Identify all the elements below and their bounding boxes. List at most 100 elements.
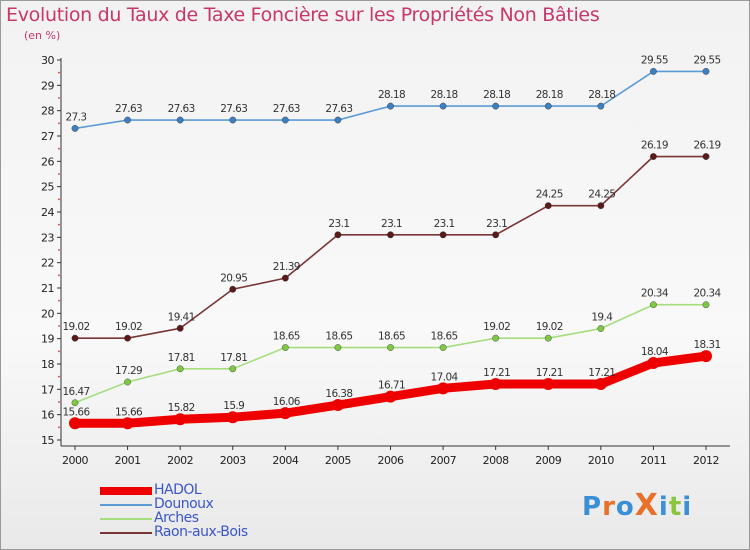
data-point-dounoux	[71, 124, 79, 132]
x-tick-label: 2003	[220, 454, 246, 467]
data-point-arches	[597, 325, 605, 332]
data-label-arches: 19.02	[536, 321, 563, 333]
data-label-arches: 17.29	[115, 365, 142, 377]
x-tick-label: 2001	[115, 454, 141, 467]
data-label-raon-aux-bois: 26.19	[641, 140, 668, 152]
data-label-hadol: 15.82	[168, 402, 195, 414]
data-point-arches	[124, 378, 131, 386]
data-point-arches	[281, 344, 289, 351]
y-minor-tick	[58, 71, 60, 74]
x-tick-label: 2005	[325, 454, 351, 467]
data-label-raon-aux-bois: 19.02	[62, 321, 89, 333]
data-label-dounoux: 27.63	[115, 103, 142, 115]
data-label-hadol: 16.71	[378, 380, 405, 392]
data-point-hadol	[384, 390, 397, 403]
data-point-raon-aux-bois	[229, 285, 237, 293]
data-point-dounoux	[334, 116, 342, 124]
data-label-arches: 18.65	[378, 331, 405, 343]
data-label-dounoux: 27.63	[325, 103, 352, 115]
data-point-raon-aux-bois	[334, 231, 342, 239]
data-label-hadol: 18.04	[641, 346, 669, 358]
data-point-raon-aux-bois	[176, 324, 184, 332]
x-tick-label: 2009	[535, 454, 561, 467]
data-point-raon-aux-bois	[650, 153, 657, 160]
data-label-dounoux: 27.63	[220, 103, 247, 115]
y-tick-label: 26	[41, 155, 54, 168]
data-label-raon-aux-bois: 23.1	[486, 218, 507, 230]
x-tick-label: 2011	[640, 454, 666, 467]
data-label-hadol: 17.21	[483, 367, 510, 379]
data-label-raon-aux-bois: 24.25	[536, 189, 563, 201]
data-label-dounoux: 28.18	[378, 89, 405, 101]
data-point-hadol	[69, 417, 81, 430]
y-tick-label: 15	[41, 434, 54, 447]
y-minor-tick	[58, 350, 60, 353]
legend-swatch-raon-aux-bois	[100, 532, 152, 534]
data-point-hadol	[437, 382, 450, 395]
x-tick-label: 2004	[272, 454, 298, 467]
data-point-raon-aux-bois	[124, 334, 131, 342]
y-tick-label: 20	[41, 307, 54, 320]
data-point-dounoux	[544, 102, 552, 110]
legend-label-arches: Arches	[154, 510, 199, 526]
data-label-arches: 20.34	[641, 288, 669, 300]
data-point-hadol	[279, 407, 292, 420]
data-label-raon-aux-bois: 19.41	[168, 311, 195, 323]
data-label-hadol: 16.06	[273, 396, 301, 408]
data-point-hadol	[594, 378, 607, 391]
data-label-dounoux: 27.63	[273, 103, 300, 115]
y-minor-tick	[58, 274, 60, 277]
data-point-raon-aux-bois	[597, 202, 605, 210]
data-point-hadol	[121, 417, 134, 430]
data-point-dounoux	[702, 68, 710, 75]
y-minor-tick	[58, 299, 60, 302]
data-point-raon-aux-bois	[702, 153, 710, 160]
data-point-dounoux	[124, 116, 131, 124]
data-label-arches: 17.81	[168, 352, 195, 364]
chart-subtitle: (en %)	[24, 29, 61, 42]
data-point-arches	[439, 344, 447, 351]
y-tick-label: 30	[41, 54, 54, 67]
y-minor-tick	[58, 223, 60, 226]
data-label-dounoux: 28.18	[431, 89, 458, 101]
data-label-arches: 16.47	[62, 386, 89, 398]
data-label-hadol: 16.38	[325, 388, 352, 400]
data-label-arches: 20.34	[693, 288, 721, 300]
x-tick-label: 2006	[378, 454, 404, 467]
data-point-dounoux	[492, 102, 500, 110]
data-point-arches	[544, 334, 552, 342]
data-point-arches	[176, 365, 184, 373]
y-minor-tick	[58, 198, 60, 201]
y-tick-label: 25	[41, 181, 54, 194]
data-point-dounoux	[439, 102, 447, 110]
data-label-hadol: 17.21	[588, 367, 615, 379]
data-point-raon-aux-bois	[492, 231, 500, 239]
y-tick-label: 29	[41, 79, 54, 92]
data-point-raon-aux-bois	[387, 231, 394, 239]
data-point-hadol	[226, 411, 239, 424]
data-label-arches: 18.65	[431, 331, 458, 343]
data-label-dounoux: 27.63	[168, 103, 195, 115]
data-label-arches: 19.02	[483, 321, 510, 333]
x-tick-label: 2010	[588, 454, 614, 467]
data-label-arches: 19.4	[591, 312, 613, 324]
y-tick-label: 17	[41, 383, 54, 396]
data-label-dounoux: 28.18	[483, 89, 510, 101]
data-label-dounoux: 28.18	[536, 89, 563, 101]
y-minor-tick	[58, 375, 60, 378]
data-label-dounoux: 28.18	[588, 89, 615, 101]
data-label-hadol: 15.9	[223, 400, 244, 412]
data-point-dounoux	[229, 116, 237, 124]
data-label-raon-aux-bois: 21.39	[273, 261, 300, 273]
proxiti-logo: ProXiti	[582, 488, 693, 523]
data-label-raon-aux-bois: 23.1	[381, 218, 402, 230]
data-point-hadol	[542, 378, 555, 391]
y-minor-tick	[58, 249, 60, 251]
data-label-arches: 17.81	[220, 352, 247, 364]
data-label-hadol: 15.66	[62, 406, 90, 418]
data-point-arches	[71, 399, 79, 407]
data-label-raon-aux-bois: 20.95	[220, 272, 247, 284]
y-minor-tick	[58, 401, 60, 403]
y-tick-label: 19	[41, 333, 54, 346]
y-tick-label: 27	[41, 130, 54, 143]
